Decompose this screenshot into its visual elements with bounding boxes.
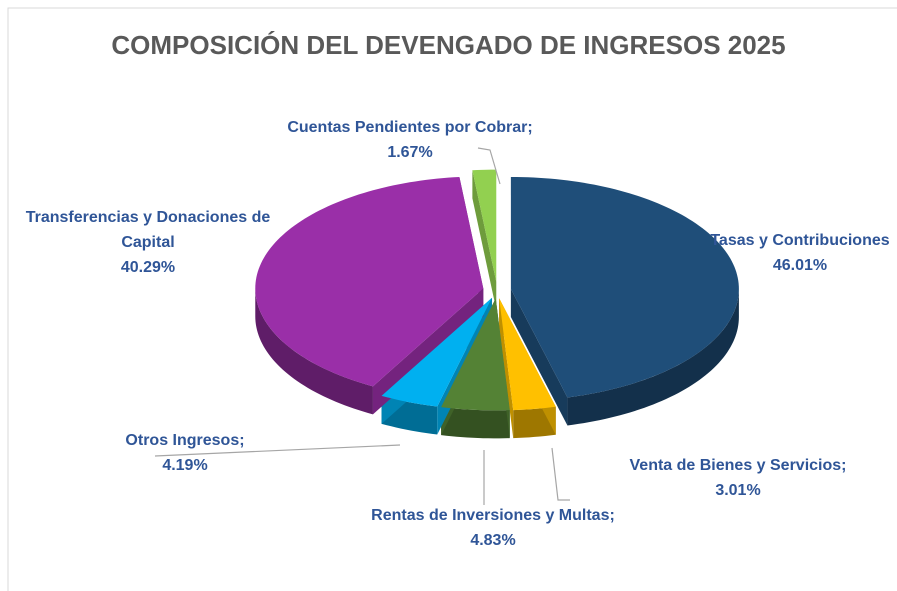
label-value: 1.67% (387, 144, 433, 161)
label-category: Rentas de Inversiones y Multas; (371, 507, 615, 524)
chart-title: COMPOSICIÓN DEL DEVENGADO DE INGRESOS 20… (111, 30, 786, 60)
chart-frame (7, 7, 897, 591)
label-value: 3.01% (715, 482, 761, 499)
pie (255, 169, 739, 439)
slice (441, 298, 510, 411)
data-label: Venta de Bienes y Servicios; 3.01% (603, 453, 873, 503)
slice (510, 176, 739, 398)
slice-side (513, 406, 556, 439)
slice-wall (499, 298, 514, 439)
data-label: Rentas de Inversiones y Multas; 4.83% (343, 503, 643, 553)
slice (381, 297, 492, 407)
slice (255, 176, 484, 387)
data-label: Tasas y Contribuciones 46.01% (690, 228, 897, 278)
label-category: Otros Ingresos; (125, 432, 245, 449)
leader-line (551, 447, 570, 501)
data-label: Transferencias y Donaciones de Capital 40… (13, 205, 283, 280)
slice (499, 298, 556, 411)
data-label: Otros Ingresos; 4.19% (85, 428, 285, 478)
slice-wall (510, 288, 568, 426)
data-label: Cuentas Pendientes por Cobrar; 1.67% (260, 115, 560, 165)
label-value: 40.29% (120, 259, 176, 276)
label-value: 46.01% (772, 257, 828, 274)
leader-lines (154, 147, 570, 505)
label-category: Transferencias y Donaciones de Capital (25, 209, 271, 251)
label-category: Tasas y Contribuciones (710, 232, 890, 249)
label-category: Venta de Bienes y Servicios; (629, 457, 847, 474)
label-category: Cuentas Pendientes por Cobrar; (287, 119, 533, 136)
slice-side (567, 288, 739, 426)
slice (472, 169, 497, 282)
slice-side (255, 288, 373, 415)
leader-line (154, 444, 401, 457)
label-value: 4.83% (470, 532, 516, 549)
leader-line (477, 147, 501, 185)
label-value: 4.19% (162, 457, 208, 474)
slice-side (441, 407, 510, 439)
slice-wall (472, 170, 497, 310)
